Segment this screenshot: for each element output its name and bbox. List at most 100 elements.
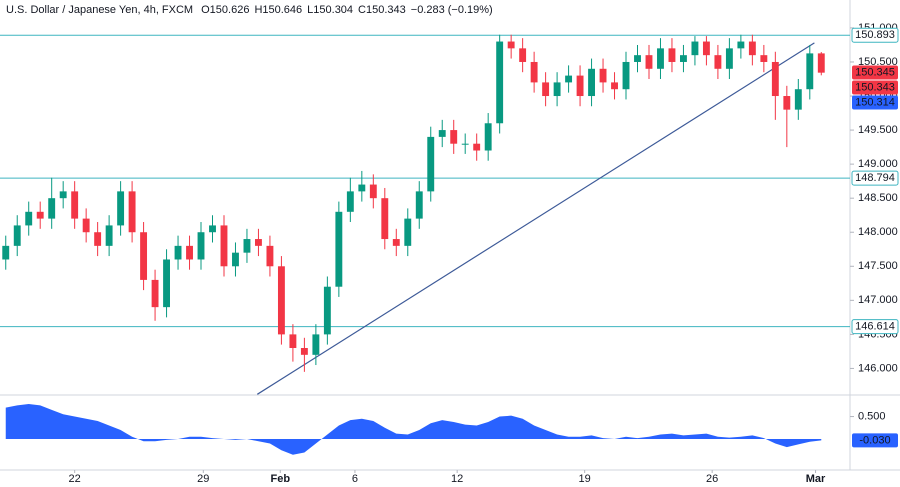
y-tick-label: 146.000 [858,362,898,374]
price-tag-label: 150.314 [855,96,895,108]
header: U.S. Dollar / Japanese Yen, 4h, FXCM O 150… [6,4,493,16]
candle-body [691,41,699,56]
candle-body [369,184,377,199]
candle-body [737,41,745,49]
candle-body [680,55,687,62]
trendline [256,42,815,395]
price-tag-label: 150.345 [855,66,895,78]
candle-body [392,239,400,246]
candle-body [484,123,492,151]
candle-body [645,55,653,69]
candle-body [105,225,113,246]
candle-body [783,96,791,110]
y-tick-label: 148.500 [858,192,898,204]
candle-body [817,53,825,73]
y-tick-label: 149.500 [858,124,898,136]
x-tick-label: Feb [270,473,290,485]
candle-body [243,239,251,253]
ohlc-value: 150.626 [210,4,250,16]
candle-body [323,286,331,335]
candle-body [174,245,182,260]
candle-body [714,55,722,69]
candle-body [415,191,423,219]
candle-body [507,41,515,49]
x-tick-label: 19 [579,473,591,485]
ohlc-key: H [254,4,262,16]
candle-body [771,61,779,97]
level-tag-label: 148.794 [855,172,895,184]
level-tag-label: 150.893 [855,29,895,41]
level-tag [851,319,899,335]
candle-body [312,334,320,355]
candle-body [335,211,343,287]
candle-body [94,232,102,246]
candle-body [381,198,389,240]
y-tick-label: 150.500 [858,56,898,68]
candle-body [209,225,216,233]
y-tick-label: 148.000 [858,226,898,238]
candle-body [599,68,607,83]
candle-body [128,191,136,233]
candle-body [702,41,710,56]
ohlc-value: 150.304 [313,4,353,16]
candle-body [404,218,412,246]
candle-body [438,130,446,137]
candle-body [13,225,21,246]
candle-body [71,191,79,219]
price-tag [852,95,898,110]
candle-body [163,259,170,308]
ohlc-key: O [201,4,210,16]
candle-body [725,48,733,69]
candle-body [266,245,274,267]
candle-body [473,143,481,151]
candle-body [611,82,618,90]
y-tick-label: 147.000 [858,294,898,306]
candle-body [576,75,584,97]
x-tick-label: 26 [706,473,718,485]
candle-body [427,136,435,192]
candle-body [748,41,756,56]
level-tag-label: 146.614 [855,321,895,333]
x-tick-label: Mar [806,473,826,485]
candle-body [48,198,56,219]
candle-body [450,130,458,144]
candle-body [668,48,676,62]
candle-body [117,191,125,226]
candle-body [186,245,193,260]
candle-body [530,61,538,83]
candle-body [300,348,308,355]
candle-body [82,218,90,233]
candle-body [220,225,228,267]
candle-body [794,89,802,110]
x-tick-label: 29 [197,473,209,485]
candle-body [151,279,159,308]
y-tick-label: 149.000 [858,158,898,170]
candle-body [634,55,641,62]
y-tick-label: 147.500 [858,260,898,272]
candle-body [806,53,814,90]
candle-body [255,239,262,246]
ohlc-value: 150.646 [262,4,302,16]
candle-body [565,75,573,83]
candle-body [358,184,366,192]
osc-last-label: -0.030 [859,434,890,446]
candle-body [588,68,595,97]
ohlc-key: L [307,4,313,16]
level-tag [851,27,899,43]
candle-body [289,334,297,349]
change: −0.283 (−0.19%) [411,4,493,16]
x-tick-label: 22 [69,473,81,485]
ohlc-value: 150.343 [366,4,406,16]
candle-body [519,48,527,62]
candle-body [197,232,205,260]
candle-body [36,211,44,219]
price-tag [852,80,898,95]
x-tick-label: 12 [451,473,463,485]
candle-body [25,211,33,226]
candle-body [542,82,550,97]
title: U.S. Dollar / Japanese Yen, 4h, FXCM [6,4,193,16]
x-tick-label: 6 [352,473,358,485]
candle-body [553,82,561,97]
